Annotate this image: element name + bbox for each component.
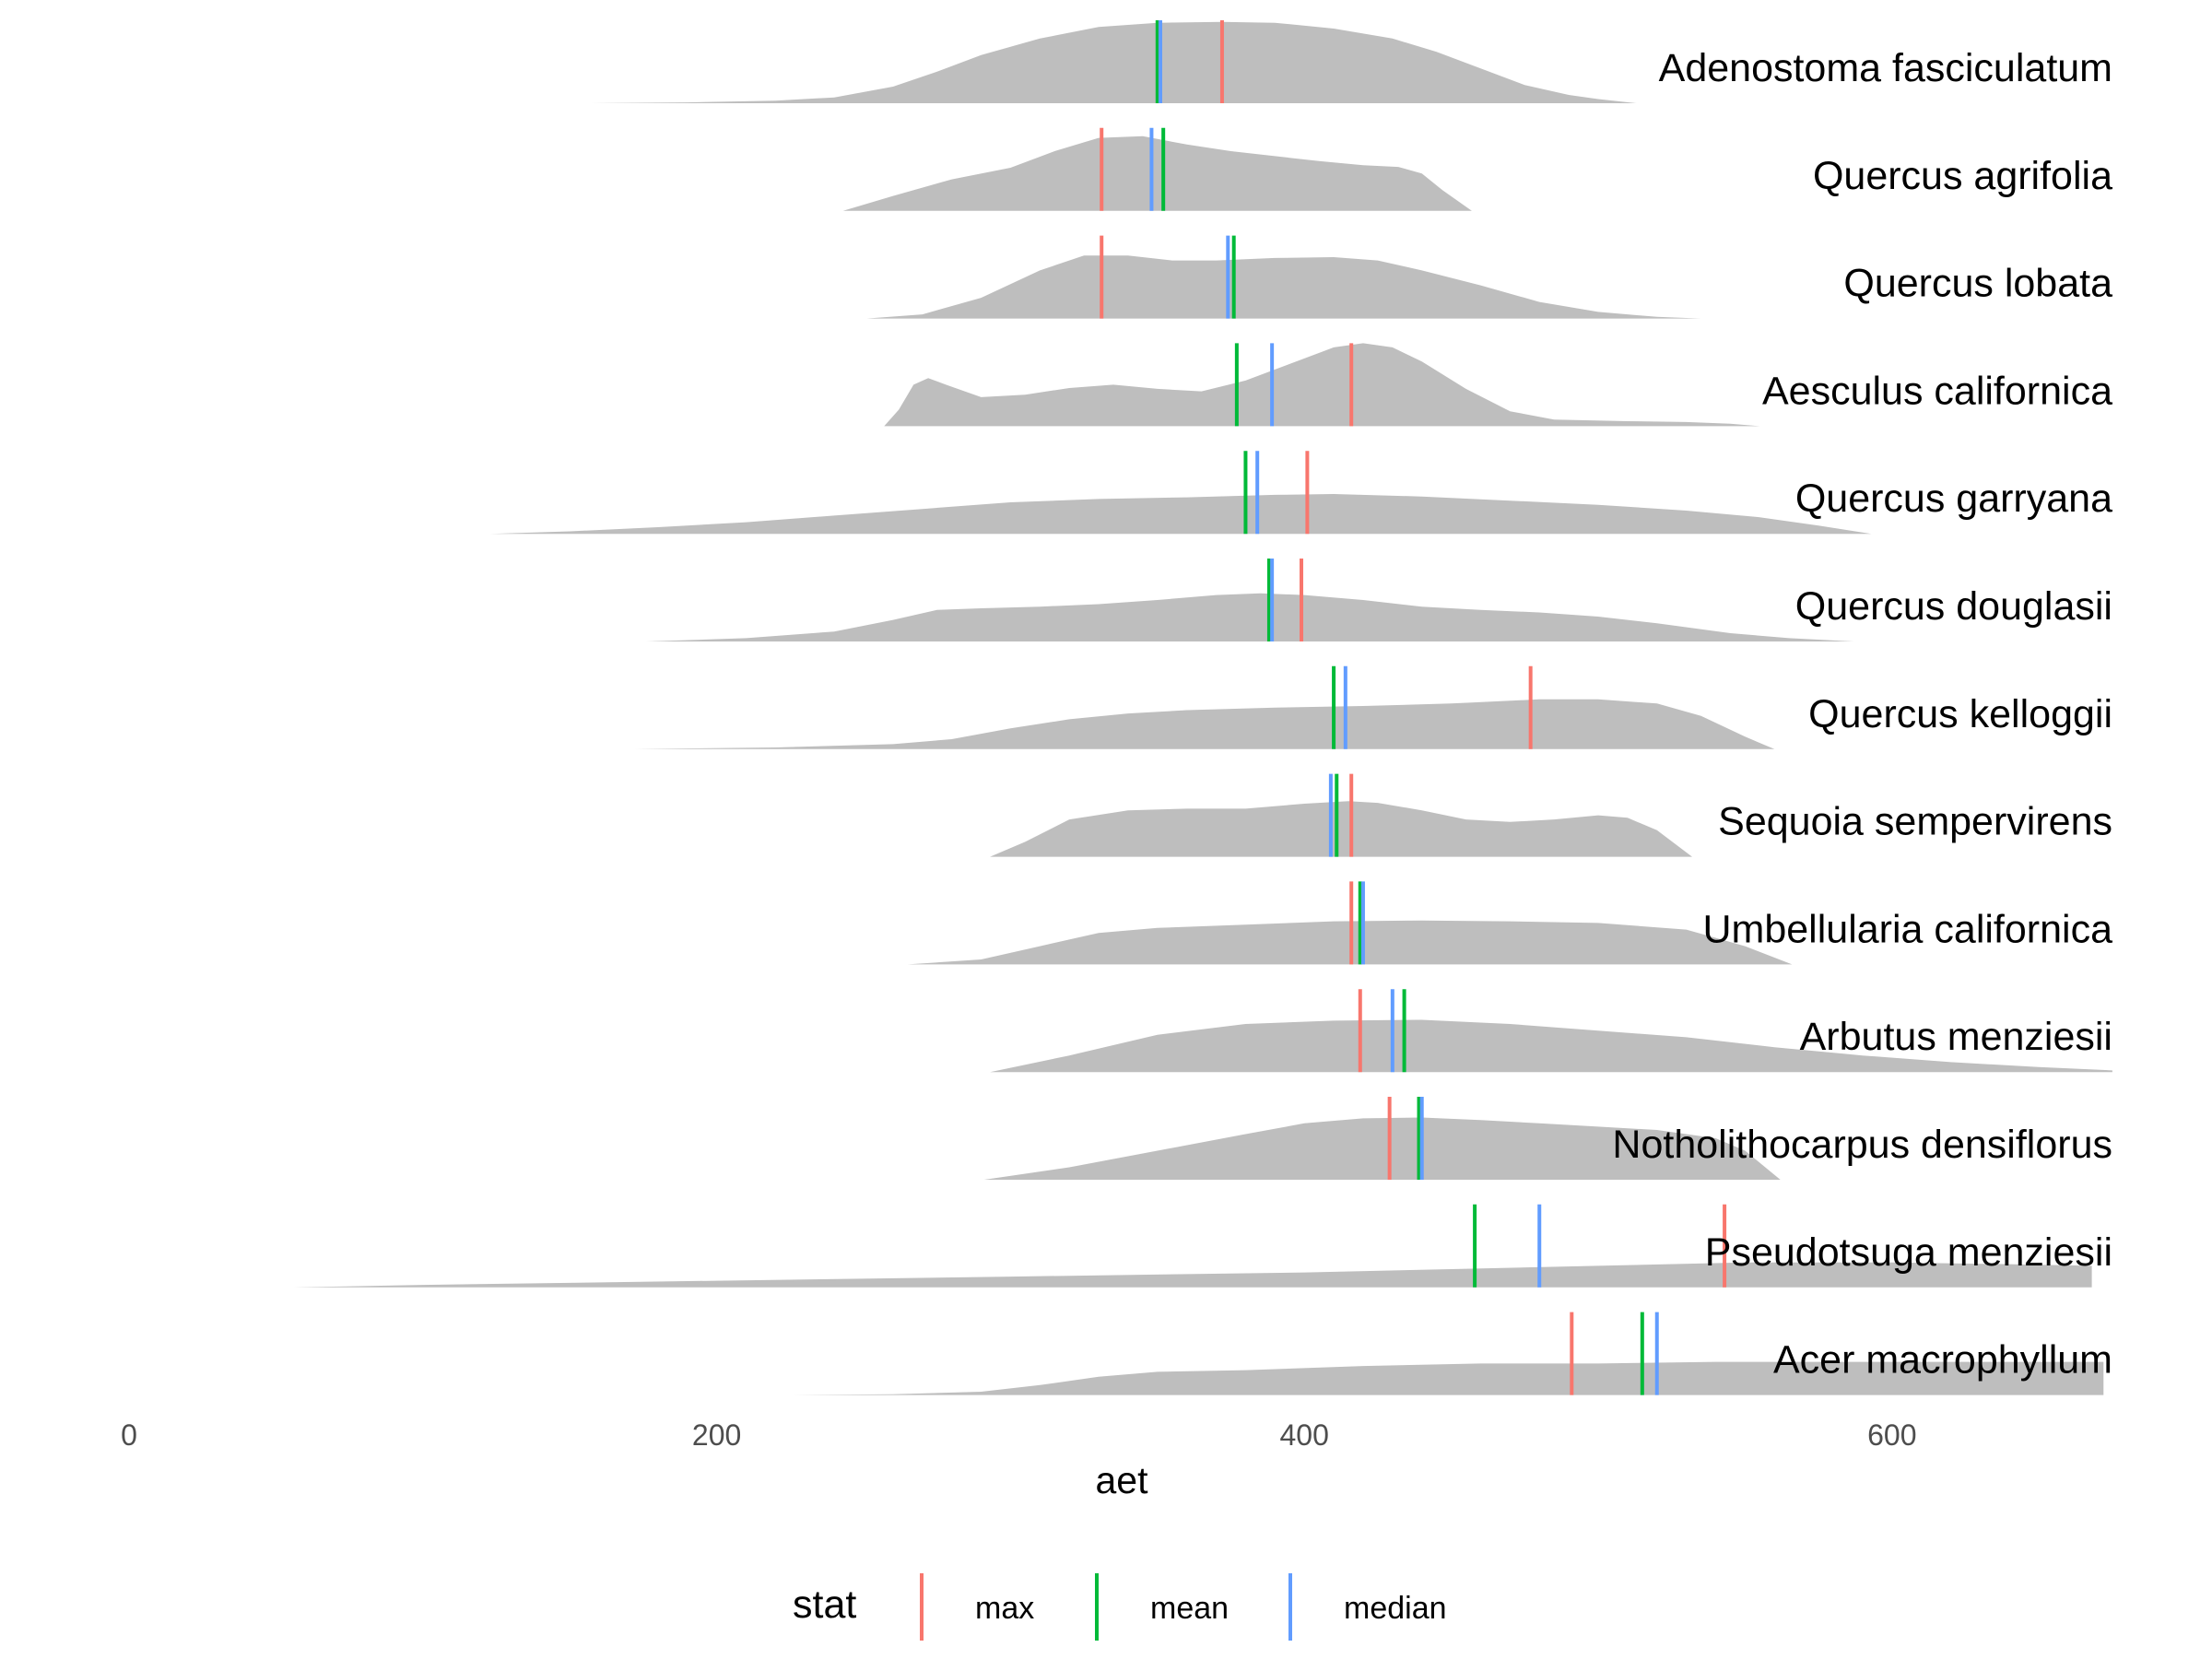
species-label: Quercus agrifolia [1813,154,2112,198]
ridge-4: Quercus garryana [490,451,2112,535]
ridge-7: Sequoia sempervirens [990,773,2112,857]
density-area [590,21,1637,103]
ridge-6: Quercus kelloggii [634,665,2112,749]
species-label: Umbellularia californica [1702,907,2112,951]
x-tick-label: 0 [121,1418,137,1452]
density-area [866,255,1701,319]
species-label: Acer macrophyllum [1773,1338,2112,1382]
ridge-3: Aesculus californica [884,343,2112,427]
density-area [842,135,1472,211]
species-label: Pseudotsuga menziesii [1705,1230,2112,1275]
x-axis-title: aet [1096,1459,1149,1501]
density-area [884,343,1760,427]
density-area [990,1019,2112,1073]
ridge-1: Quercus agrifolia [842,127,2112,211]
x-tick-label: 400 [1280,1418,1329,1452]
ridge-8: Umbellularia californica [907,881,2112,965]
x-axis: 0 200 400 600 [121,1418,1916,1452]
density-area [293,1262,2092,1288]
legend-label-mean: mean [1150,1591,1229,1626]
ridge-12: Acer macrophyllum [793,1312,2112,1395]
species-label: Sequoia sempervirens [1718,800,2112,844]
x-tick-label: 200 [692,1418,741,1452]
ridge-11: Pseudotsuga menziesii [293,1204,2112,1288]
ridge-5: Quercus douglasii [646,559,2112,641]
species-label: Quercus lobata [1843,262,2112,306]
density-area [983,1117,1781,1180]
density-area [990,801,1692,857]
species-label: Quercus kelloggii [1808,692,2112,736]
species-label: Arbutus menziesii [1800,1015,2112,1059]
ridge-9: Arbutus menziesii [990,989,2112,1073]
species-label: Notholithocarpus densiflorus [1612,1123,2112,1167]
legend-label-median: median [1344,1591,1447,1626]
species-label: Aesculus californica [1762,369,2112,413]
density-area [490,494,1872,535]
ridge-10: Notholithocarpus densiflorus [983,1097,2112,1180]
density-area [646,593,1854,641]
ridge-2: Quercus lobata [866,235,2112,319]
density-area [793,1361,2104,1395]
legend-label-max: max [975,1591,1034,1626]
density-area [634,699,1775,749]
legend: stat max mean median [793,1573,1447,1641]
species-label: Quercus garryana [1795,477,2112,521]
species-label: Quercus douglasii [1795,584,2112,629]
ridges-layer: Adenostoma fasciculatum Quercus agrifolia… [293,20,2112,1395]
ridge-0: Adenostoma fasciculatum [590,20,2112,103]
species-label: Adenostoma fasciculatum [1659,46,2112,90]
x-tick-label: 600 [1867,1418,1916,1452]
legend-title: stat [793,1583,856,1627]
